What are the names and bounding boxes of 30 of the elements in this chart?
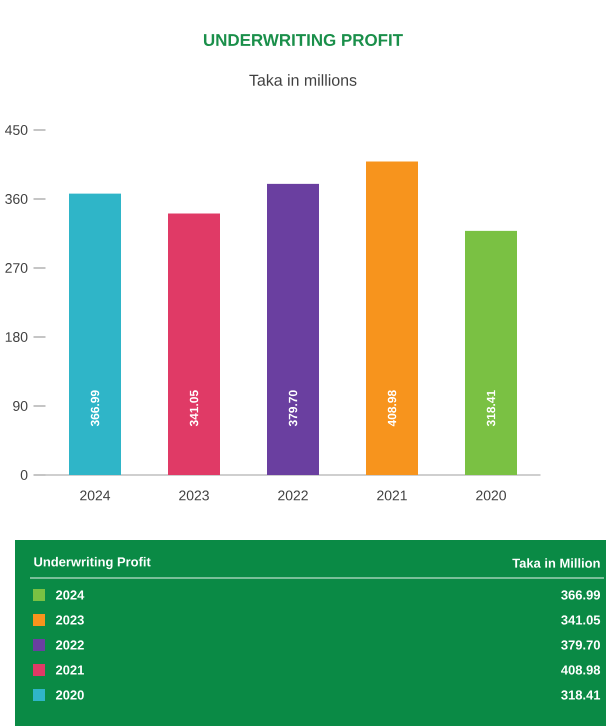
category-label: 2021	[56, 665, 84, 675]
text: Taka in Million	[512, 558, 600, 568]
y-tick-label: 360	[5, 194, 28, 204]
category-label: 2022	[56, 640, 84, 650]
x-tick-label: 2024	[80, 490, 110, 500]
data-label: 318.41	[486, 390, 496, 426]
category-label: 2024	[56, 590, 84, 600]
text: 379.70	[561, 640, 600, 650]
category-label: 2023	[56, 615, 84, 625]
y-tick-label: 180	[6, 332, 28, 342]
y-tick-label: 450	[5, 125, 28, 135]
data-label: 366.99	[90, 390, 100, 426]
y-tick-label: 0	[20, 470, 28, 480]
y-tick-label: 270	[5, 263, 28, 273]
x-tick-label: 2020	[476, 490, 506, 500]
data-label: 341.05	[190, 390, 198, 426]
text: 408.98	[561, 665, 600, 675]
y-tick-label: 90	[13, 401, 28, 411]
x-tick-label: 2022	[278, 490, 308, 500]
x-tick-label: 2021	[377, 490, 407, 500]
data-label: 408.98	[388, 390, 396, 426]
data-label: 379.70	[288, 390, 298, 426]
text: 318.41	[561, 690, 600, 700]
text: Underwriting Profit	[34, 556, 151, 570]
x-tick-label: 2023	[179, 490, 209, 500]
text: 366.99	[561, 590, 600, 600]
chart-subtitle: Taka in millions	[249, 74, 356, 86]
chart-title: UNDERWRITING PROFIT	[204, 34, 403, 46]
text: 341.05	[561, 615, 600, 625]
category-label: 2020	[56, 690, 84, 700]
